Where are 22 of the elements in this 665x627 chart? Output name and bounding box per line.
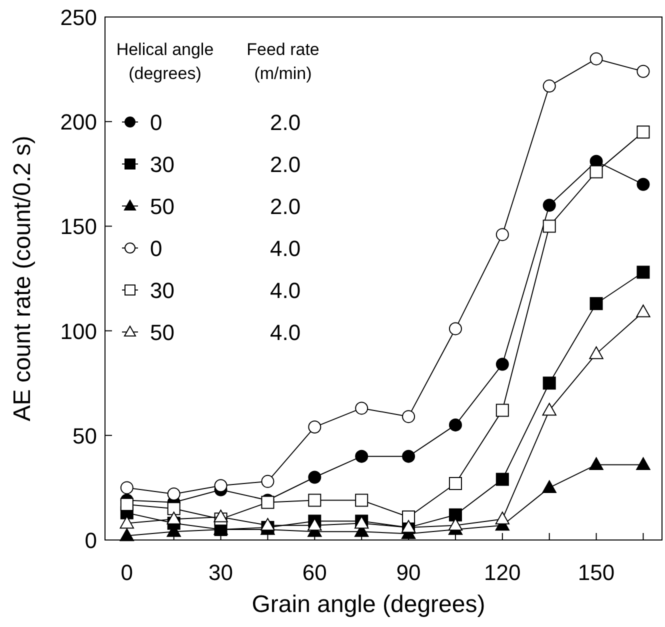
x-tick-label: 120 <box>484 560 521 585</box>
x-tick-label: 150 <box>578 560 615 585</box>
y-axis-title: AE count rate (count/0.2 s) <box>9 136 36 422</box>
text: 50 4.0 <box>150 320 301 345</box>
y-tick-label: 0 <box>84 528 97 553</box>
text: 0 4.0 <box>150 236 301 261</box>
y-tick-label: 50 <box>72 423 97 448</box>
text: 50 2.0 <box>150 194 301 219</box>
x-axis-title: Grain angle (degrees) <box>252 591 486 618</box>
x-tick-label: 60 <box>302 560 327 585</box>
y-tick-label: 250 <box>60 5 97 30</box>
y-tick-label: 150 <box>60 214 97 240</box>
text: Helical angle (degrees) <box>116 40 214 83</box>
y-tick-label: 200 <box>60 110 97 135</box>
text: Feed rate (m/min) <box>246 40 320 83</box>
text: 0 2.0 <box>150 110 301 135</box>
x-tick-label: 0 <box>120 560 134 585</box>
x-tick-label: 30 <box>208 560 234 585</box>
y-tick-label: 100 <box>60 318 97 344</box>
x-tick-label: 90 <box>396 560 421 585</box>
text: 30 2.0 <box>150 152 301 177</box>
text: 30 4.0 <box>150 278 301 303</box>
